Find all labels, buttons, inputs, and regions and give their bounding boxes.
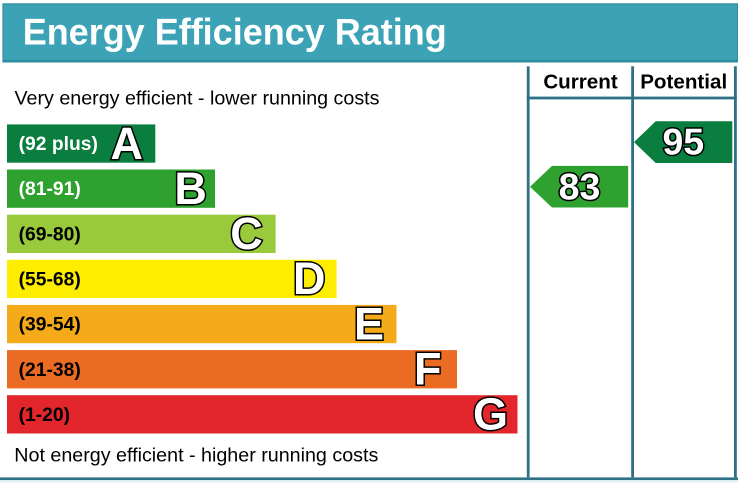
- svg-text:95: 95: [662, 120, 704, 162]
- svg-text:Very energy efficient - lower: Very energy efficient - lower running co…: [15, 88, 380, 110]
- svg-text:(69-80): (69-80): [19, 224, 81, 245]
- svg-text:F: F: [414, 344, 442, 395]
- svg-text:Potential: Potential: [640, 71, 727, 94]
- svg-text:(1-20): (1-20): [19, 405, 70, 426]
- svg-text:Not energy efficient - higher: Not energy efficient - higher running co…: [14, 445, 378, 467]
- svg-text:B: B: [174, 163, 207, 214]
- svg-text:D: D: [293, 253, 326, 304]
- svg-text:C: C: [230, 208, 263, 259]
- svg-text:Energy Efficiency Rating: Energy Efficiency Rating: [23, 11, 447, 52]
- svg-text:(81-91): (81-91): [19, 179, 81, 200]
- svg-text:(92 plus): (92 plus): [19, 134, 98, 155]
- svg-text:(55-68): (55-68): [19, 270, 81, 291]
- svg-text:83: 83: [559, 166, 601, 208]
- svg-text:A: A: [110, 118, 143, 169]
- svg-text:(39-54): (39-54): [19, 315, 81, 336]
- svg-text:Current: Current: [543, 70, 618, 93]
- svg-text:G: G: [473, 389, 508, 440]
- svg-text:(21-38): (21-38): [19, 360, 81, 381]
- svg-text:E: E: [354, 298, 384, 349]
